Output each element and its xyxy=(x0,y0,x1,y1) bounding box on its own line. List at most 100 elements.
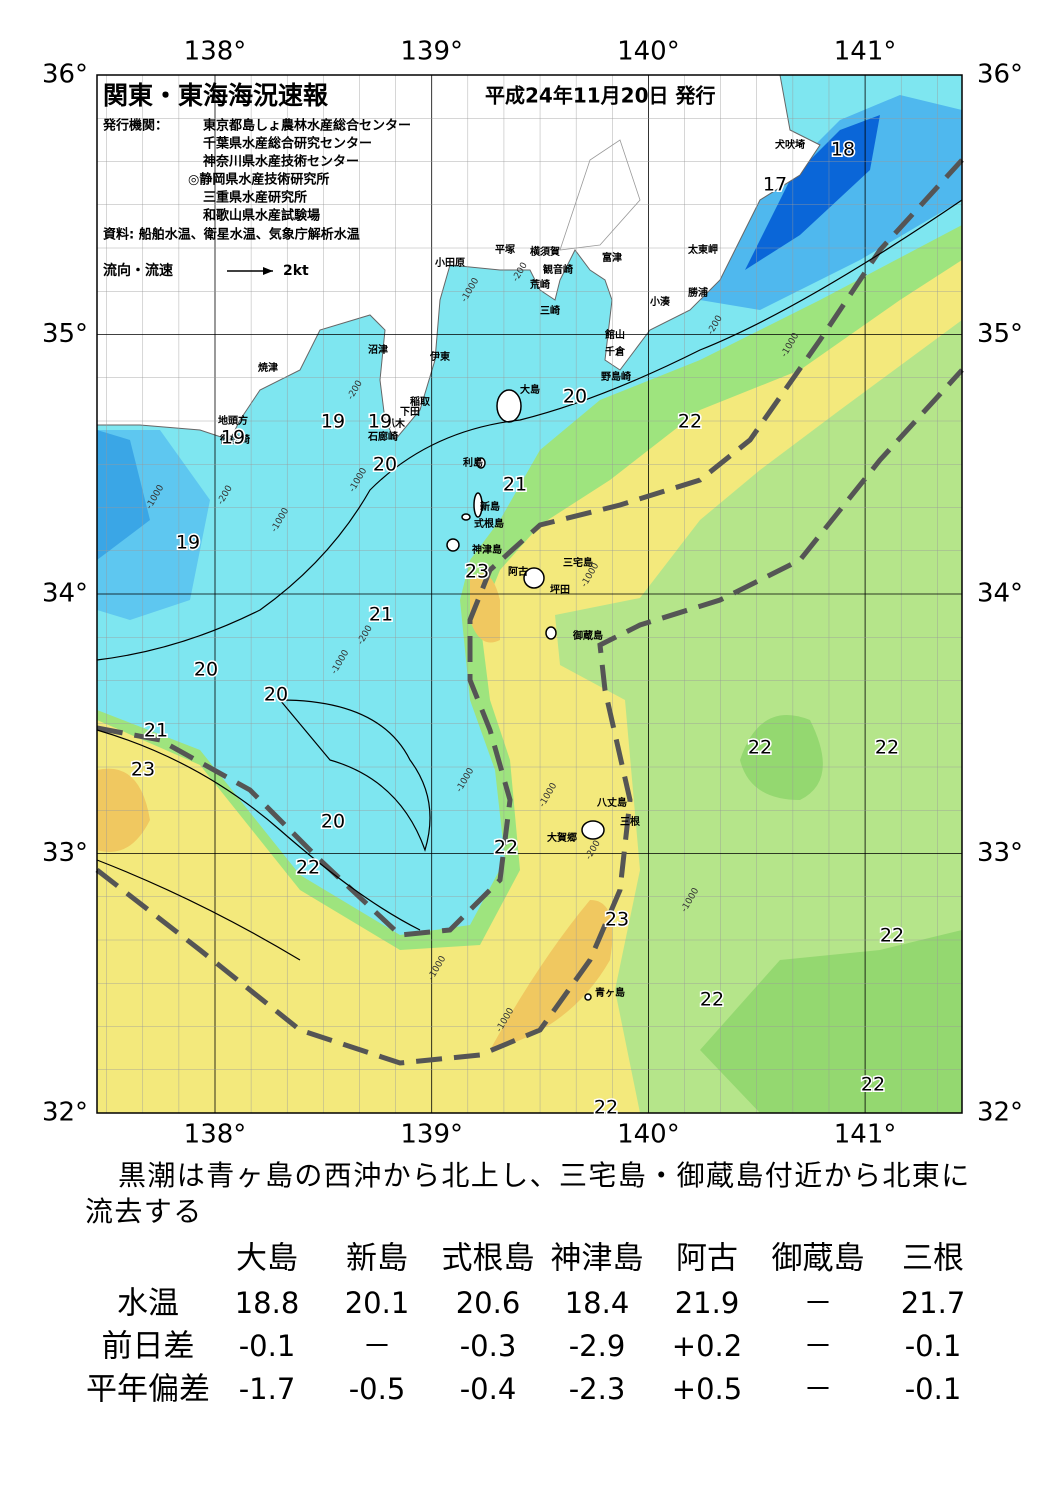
table-header: 新島 xyxy=(346,1241,408,1277)
sea-green-dark xyxy=(700,930,962,1113)
isotherm xyxy=(278,699,431,852)
isotherm-label: 23 xyxy=(465,561,489,583)
isotherm-label: 20 xyxy=(563,386,587,408)
lon-label: 141° xyxy=(834,37,897,67)
table-header: 阿古 xyxy=(676,1241,738,1277)
lon-label: 138° xyxy=(184,37,247,67)
lat-label: 32° xyxy=(42,1098,88,1128)
isotherm-label: 20 xyxy=(321,811,345,833)
place-name: 式根島 xyxy=(474,517,504,530)
isotherm-label: 23 xyxy=(131,759,155,781)
place-name: 三崎 xyxy=(540,304,560,317)
table-header: 大島 xyxy=(236,1241,298,1277)
isotherm xyxy=(96,859,301,961)
lon-label: 139° xyxy=(400,1120,463,1150)
island xyxy=(523,567,545,589)
place-name: 三根 xyxy=(620,815,640,828)
issuer: 三重県水産研究所 xyxy=(203,190,307,206)
place-name: 大島 xyxy=(520,383,540,396)
table-cell: -2.3 xyxy=(569,1372,626,1406)
island xyxy=(545,626,557,640)
kuroshio-path xyxy=(95,158,964,1066)
place-name: 石廊崎 xyxy=(367,430,398,443)
place-name: 八丈島 xyxy=(596,796,627,809)
kuroshio-edge xyxy=(95,368,964,1066)
table-cell: － xyxy=(803,1372,832,1406)
lat-label: 35° xyxy=(42,319,88,349)
place-name: 三宅島 xyxy=(563,556,593,569)
place-name: 小田原 xyxy=(434,256,465,269)
issue-date: 平成24年11月20日 発行 xyxy=(485,84,715,108)
place-name: 横須賀 xyxy=(530,245,560,258)
place-name: 爪木 xyxy=(385,417,406,430)
sea-orange xyxy=(470,573,500,643)
lon-label: 140° xyxy=(617,37,680,67)
legend-scale: 2kt xyxy=(283,263,309,279)
table-header: 式根島 xyxy=(442,1241,535,1277)
grid xyxy=(97,75,962,1113)
isotherm-label: 19 xyxy=(368,411,392,433)
sea-blue-deep xyxy=(745,115,880,270)
island xyxy=(461,513,471,521)
place-name: 御蔵島 xyxy=(572,629,603,642)
island xyxy=(581,820,605,840)
place-name: 平塚 xyxy=(495,243,515,256)
place-name: 千倉 xyxy=(605,345,626,358)
place-name: 地頭方 xyxy=(218,414,248,427)
lat-label: 33° xyxy=(42,838,88,868)
table-header: 神津島 xyxy=(551,1241,644,1277)
lon-label: 139° xyxy=(400,37,463,67)
table-cell: － xyxy=(803,1329,832,1363)
legend-arrowhead xyxy=(263,267,273,275)
place-name: 御前崎 xyxy=(219,433,250,446)
place-name: 野島崎 xyxy=(601,370,631,383)
table-row-label: 前日差 xyxy=(102,1329,195,1365)
table-cell: -2.9 xyxy=(569,1329,626,1363)
place-name: 阿古 xyxy=(508,565,528,578)
isotherm-label: 20 xyxy=(264,684,288,706)
place-name: 勝浦 xyxy=(688,286,708,299)
table-cell: 18.4 xyxy=(565,1286,630,1320)
place-name: 下田 xyxy=(400,406,420,418)
table-cell: － xyxy=(803,1286,832,1320)
isotherm-label: 21 xyxy=(369,604,393,626)
isotherm-label: 22 xyxy=(296,857,320,879)
isotherm-label: 21 xyxy=(503,474,527,496)
table-cell: － xyxy=(362,1329,391,1363)
lat-label: 33° xyxy=(977,838,1023,868)
place-name: 富津 xyxy=(602,251,622,264)
issuer: 千葉県水産総合研究センター xyxy=(203,136,372,152)
place-name: 犬吠埼 xyxy=(775,138,805,151)
islands xyxy=(446,389,605,1001)
table-cell: -0.5 xyxy=(349,1372,406,1406)
isotherm-label: 22 xyxy=(748,737,772,759)
place-name: 神津島 xyxy=(472,543,502,556)
tokyo-bay xyxy=(559,139,641,251)
place-name: 館山 xyxy=(604,328,625,341)
table-cell: -0.1 xyxy=(239,1329,296,1363)
title: 関東・東海海況速報 xyxy=(103,81,329,110)
isotherm-label: 22 xyxy=(494,837,518,859)
isotherms xyxy=(96,199,963,961)
legend-label: 流向・流速 xyxy=(103,262,173,279)
isotherm-label: 19 xyxy=(221,427,245,449)
sea-green xyxy=(555,320,962,1113)
place-name: 荒崎 xyxy=(529,278,550,291)
table-cell: +0.2 xyxy=(672,1329,742,1363)
table-header: 三根 xyxy=(902,1241,964,1277)
lat-label: 32° xyxy=(977,1098,1023,1128)
table-cell: -1.7 xyxy=(239,1372,296,1406)
place-name: 観音崎 xyxy=(543,263,573,276)
place-name: 青ヶ島 xyxy=(595,986,625,999)
table-cell: -0.1 xyxy=(905,1329,962,1363)
isotherm-label: 22 xyxy=(861,1074,885,1096)
table-cell: -0.1 xyxy=(905,1372,962,1406)
isotherm-label: 22 xyxy=(880,925,904,947)
isotherm-label: 20 xyxy=(194,659,218,681)
isotherm-label: 20 xyxy=(373,454,397,476)
table-cell: -0.4 xyxy=(460,1372,517,1406)
isotherm-label: 22 xyxy=(678,411,702,433)
place-name: 伊東 xyxy=(429,350,450,363)
lat-label: 34° xyxy=(977,579,1023,609)
